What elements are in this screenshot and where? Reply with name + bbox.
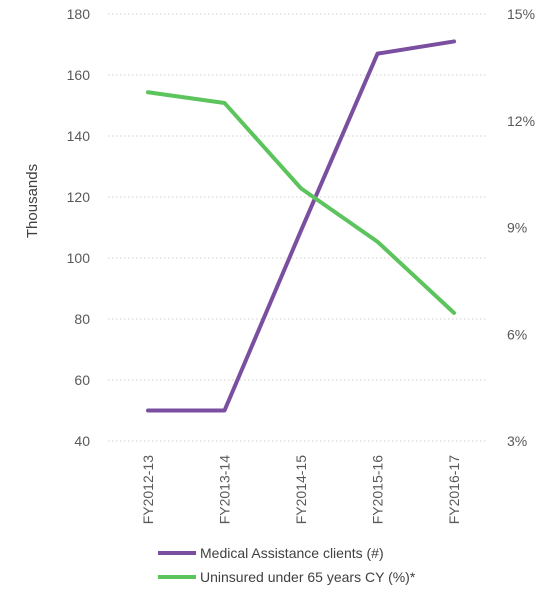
series-line-medical-assistance (146, 39, 456, 413)
left-axis-ticks: 180 160 140 120 100 80 60 40 (67, 6, 91, 449)
left-tick-label: 120 (67, 189, 91, 205)
x-tick-label: FY2012-13 (140, 455, 156, 524)
x-tick-label: FY2015-16 (370, 455, 386, 524)
right-tick-label: 12% (507, 113, 535, 129)
x-tick-label: FY2016-17 (446, 455, 462, 524)
right-tick-label: 6% (507, 326, 527, 342)
series-line-uninsured (146, 90, 456, 315)
legend-swatch-medical-assistance (158, 551, 196, 555)
left-tick-label: 140 (67, 128, 91, 144)
x-axis-ticks: FY2012-13 FY2013-14 FY2014-15 FY2015-16 FY20… (140, 455, 462, 524)
left-tick-label: 60 (74, 372, 90, 388)
left-tick-label: 80 (74, 311, 90, 327)
right-tick-label: 3% (507, 433, 527, 449)
left-tick-label: 40 (74, 433, 90, 449)
legend-label-medical-assistance: Medical Assistance clients (#) (200, 545, 384, 561)
right-axis-ticks: 15% 12% 9% 6% 3% (507, 6, 535, 449)
left-tick-label: 160 (67, 67, 91, 83)
right-tick-label: 15% (507, 6, 535, 22)
left-tick-label: 100 (67, 250, 91, 266)
legend-swatch-uninsured (158, 575, 196, 579)
y-axis-title: Thousands (24, 164, 41, 238)
x-tick-label: FY2013-14 (217, 455, 233, 524)
x-tick-label: FY2014-15 (293, 455, 309, 524)
legend-label-uninsured: Uninsured under 65 years CY (%)* (200, 569, 416, 585)
legend-item-uninsured: Uninsured under 65 years CY (%)* (158, 569, 415, 585)
gridlines (108, 13, 488, 442)
legend-item-medical-assistance: Medical Assistance clients (#) (158, 545, 384, 561)
left-tick-label: 180 (67, 6, 91, 22)
right-tick-label: 9% (507, 220, 527, 236)
series-lines (146, 39, 456, 413)
